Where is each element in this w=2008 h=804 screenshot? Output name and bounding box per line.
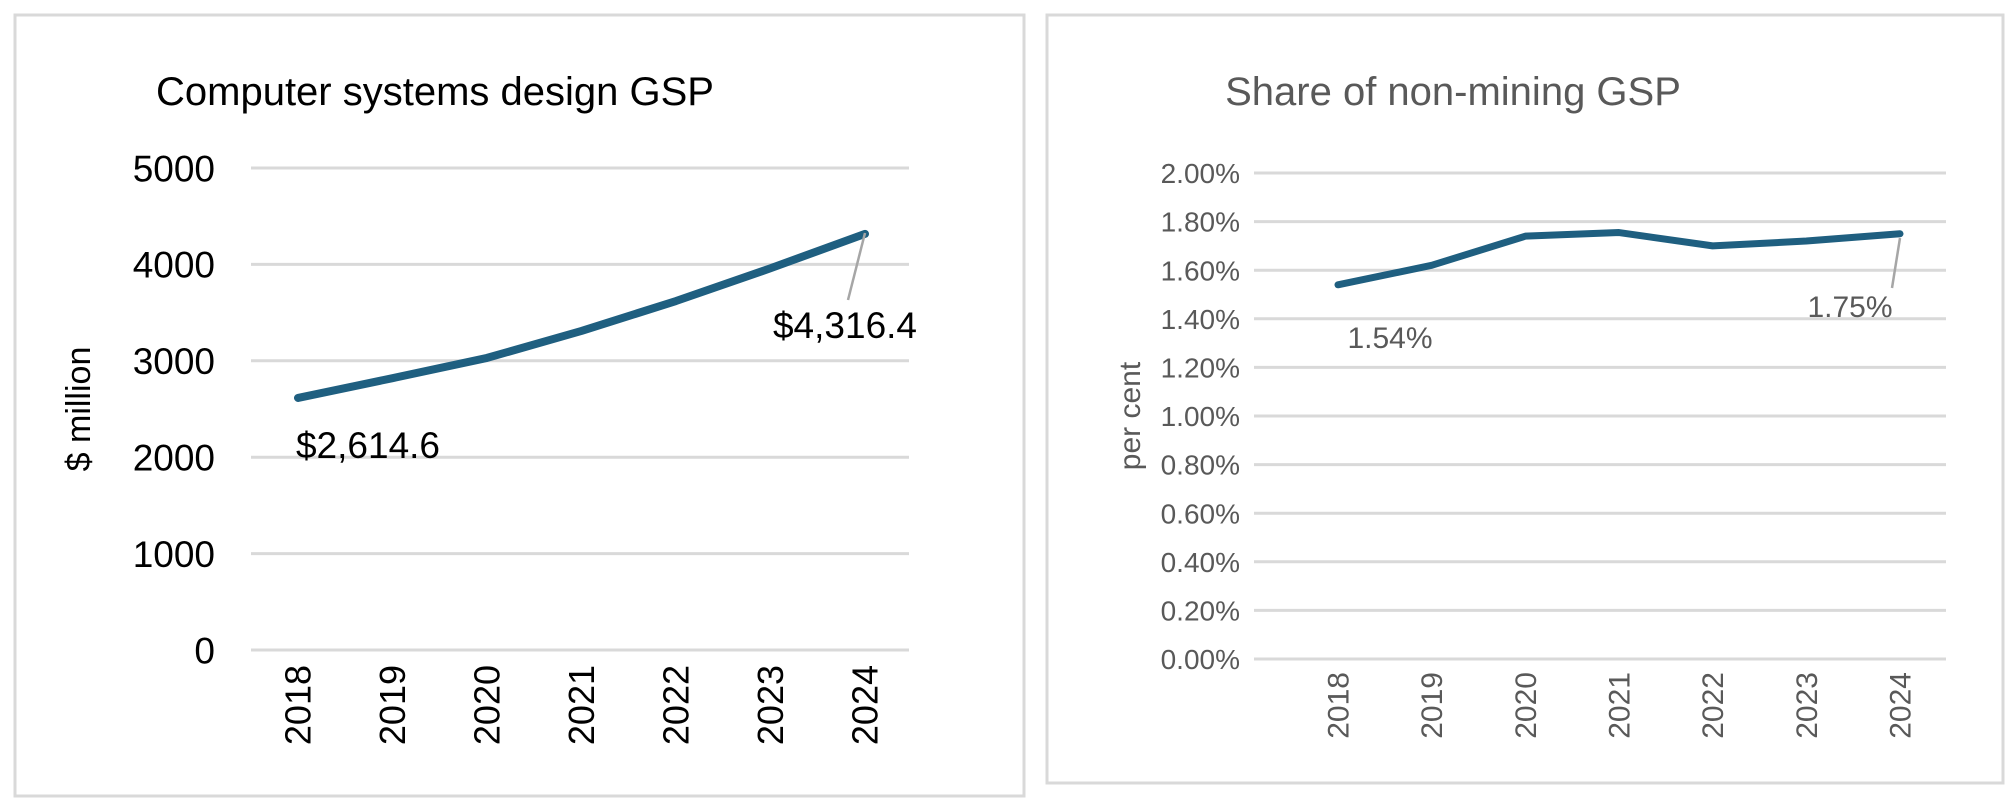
chart-title: Share of non-mining GSP [1225,70,1681,114]
y-tick-label: 1.20% [1161,352,1240,383]
y-tick-label: 1.40% [1161,304,1240,335]
chart-title: Computer systems design GSP [156,70,714,114]
x-tick-label: 2021 [561,665,602,745]
y-tick-label: 2.00% [1161,158,1240,189]
x-tick-label: 2024 [845,665,886,745]
x-tick-label: 2018 [1323,672,1356,739]
data-label: 1.75% [1807,291,1892,324]
data-label: $2,614.6 [296,425,440,466]
chart-1: Computer systems design GSP 0 1000 2000 3000… [13,13,1026,798]
x-tick-label: 2019 [1416,672,1449,739]
y-tick-label: 1.00% [1161,401,1240,432]
chart-border [13,13,1026,798]
x-tick-label: 2018 [278,665,319,745]
y-tick-label: 0.40% [1161,547,1240,578]
y-tick-label: 1000 [133,534,215,575]
y-tick-label: 0.60% [1161,498,1240,529]
x-tick-label: 2021 [1604,672,1637,739]
y-tick-label: 3000 [133,341,215,382]
data-label: 1.54% [1347,322,1432,355]
x-tick-label: 2020 [1510,672,1543,739]
y-tick-label: 0.00% [1161,644,1240,675]
y-tick-label: 0 [194,630,215,671]
x-tick-label: 2020 [467,665,508,745]
chart-border [1045,13,2005,785]
y-tick-label: 4000 [133,245,215,286]
x-tick-label: 2023 [750,665,791,745]
y-tick-label: 0.80% [1161,450,1240,481]
data-label-leader [846,232,867,301]
x-tick-label: 2023 [1791,672,1824,739]
y-tick-label: 1.60% [1161,255,1240,286]
y-axis-label: $ million [60,347,98,472]
data-label: $4,316.4 [773,305,917,346]
x-tick-label: 2022 [1697,672,1730,739]
data-label-leader [1890,237,1902,289]
y-tick-label: 2000 [133,438,215,479]
x-tick-label: 2024 [1885,672,1918,739]
chart-2: Share of non-mining GSP 0.00% 0.20% 0.40% 0.… [1045,13,2005,785]
y-axis-label: per cent [1114,361,1147,470]
x-tick-label: 2019 [372,665,413,745]
y-tick-label: 5000 [133,148,215,189]
x-tick-label: 2022 [656,665,697,745]
y-tick-label: 1.80% [1161,207,1240,238]
y-tick-label: 0.20% [1161,595,1240,626]
